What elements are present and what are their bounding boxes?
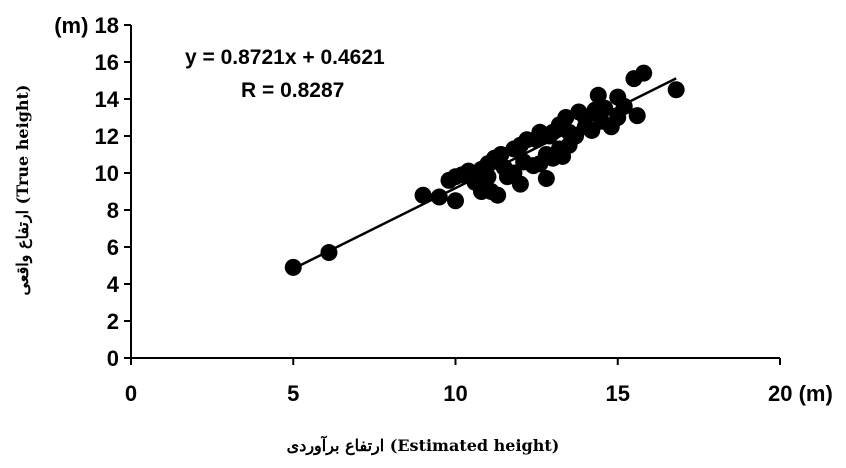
data-point	[320, 244, 338, 262]
x-tick-label: 5	[287, 381, 299, 406]
y-tick-label: 16	[95, 50, 119, 75]
y-tick-label: 8	[107, 198, 119, 223]
data-point	[489, 186, 507, 204]
y-tick-label: 10	[95, 161, 119, 186]
x-tick-label: 10	[443, 381, 467, 406]
x-tick-label: 15	[606, 381, 630, 406]
data-point	[628, 107, 646, 125]
data-point	[511, 175, 529, 193]
y-tick-label: 4	[107, 272, 120, 297]
data-point	[557, 109, 575, 126]
data-point	[447, 192, 464, 210]
data-point	[667, 81, 685, 99]
data-point	[414, 186, 432, 204]
x-tick-label: 20 (m)	[768, 381, 833, 406]
data-point	[284, 258, 302, 276]
regression-equation: y = 0.8721x + 0.4621	[185, 46, 385, 69]
x-tick-label: 0	[125, 381, 137, 406]
data-point	[537, 170, 555, 188]
y-tick-label: 2	[107, 309, 119, 334]
x-axis-title: ارتفاع برآوردی (Estimated height)	[287, 434, 560, 456]
y-tick-label: (m) 18	[54, 13, 119, 38]
data-point	[479, 168, 497, 186]
data-point	[492, 146, 510, 163]
trendline-group	[292, 77, 677, 270]
y-tick-label: 12	[95, 124, 119, 149]
y-tick-label: 14	[95, 87, 120, 112]
regression-line	[292, 77, 677, 270]
x-axis: 0 5 10 15 20 (m)	[125, 357, 833, 406]
y-tick-label: 6	[107, 235, 119, 260]
data-point	[589, 86, 607, 104]
data-point	[635, 64, 653, 82]
y-tick-label: 0	[107, 346, 119, 371]
y-axis: 0 2 4 6 8 10 12 14 16 (m) 18	[54, 13, 132, 371]
y-axis-title: ارتفاع واقعی (True height)	[13, 85, 33, 296]
r-value: R = 0.8287	[241, 79, 344, 102]
